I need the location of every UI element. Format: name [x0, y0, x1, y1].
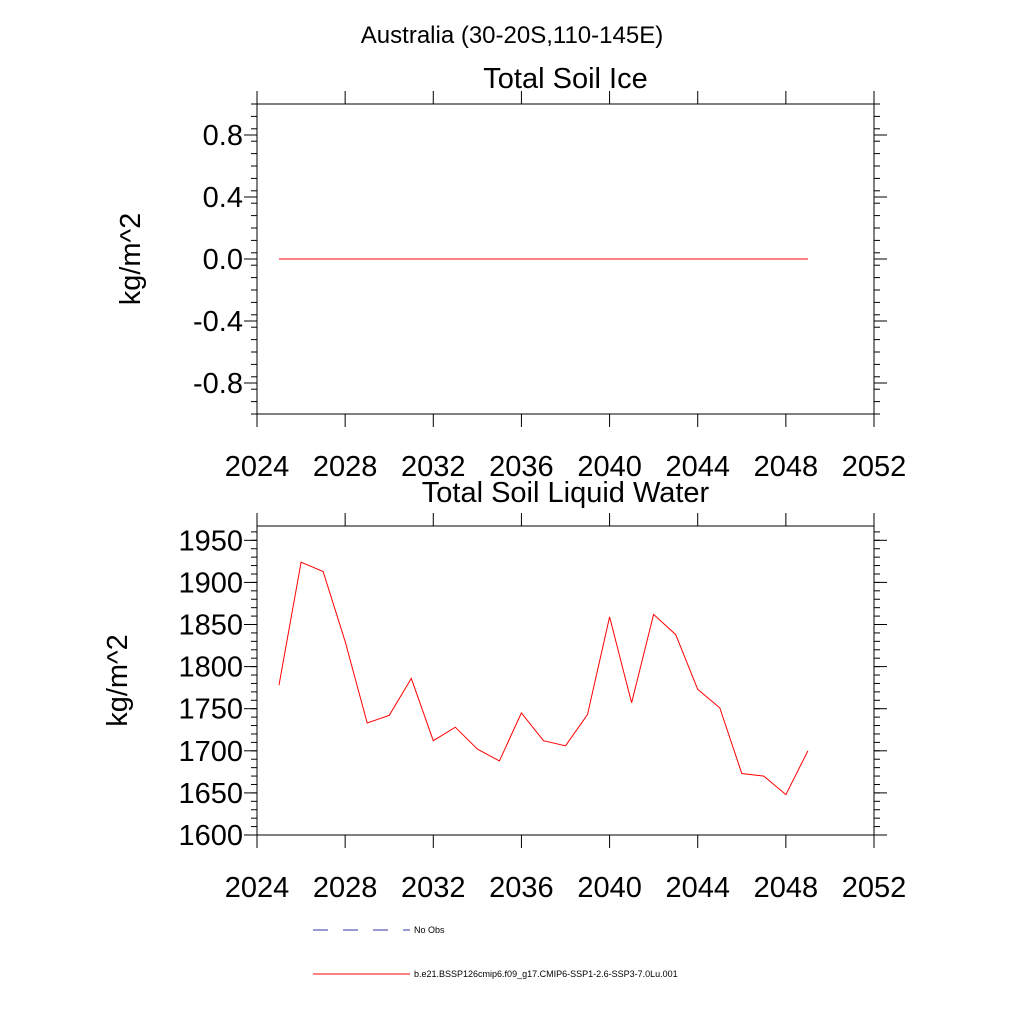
x-tick-label: 2028: [313, 451, 378, 483]
x-tick-label: 2048: [754, 872, 819, 904]
panel-total-soil-liquid-water: Total Soil Liquid Water kg/m^2 2024 2028 203…: [102, 477, 906, 904]
y-tick-label: 1800: [178, 652, 243, 684]
y-axis-label: kg/m^2: [115, 213, 147, 306]
x-tick-label: 2044: [665, 872, 730, 904]
legend-label-no-obs: No Obs: [414, 925, 445, 935]
y-tick-label: 0.4: [203, 182, 243, 214]
x-tick-label: 2044: [665, 451, 730, 483]
x-tick-label: 2040: [577, 451, 642, 483]
x-tick-label: 2048: [754, 451, 819, 483]
y-tick-label: 0.8: [203, 120, 243, 152]
panel-title: Total Soil Liquid Water: [422, 477, 710, 509]
x-tick-label: 2036: [489, 451, 554, 483]
legend: No Obs b.e21.BSSP126cmip6.f09_g17.CMIP6-…: [313, 925, 678, 979]
y-tick-label: 1750: [178, 694, 243, 726]
plot-frame: [256, 525, 875, 836]
y-tick-label: 1600: [178, 820, 243, 852]
x-tick-label: 2052: [842, 872, 907, 904]
y-tick-label: -0.8: [193, 368, 243, 400]
panel-title: Total Soil Ice: [483, 63, 647, 95]
y-tick-label: 1650: [178, 778, 243, 810]
y-tick-label: 1700: [178, 736, 243, 768]
x-tick-label: 2040: [577, 872, 642, 904]
x-tick-label: 2036: [489, 872, 554, 904]
y-tick-label: -0.4: [193, 306, 243, 338]
panel-total-soil-ice: Total Soil Ice kg/m^2 2024 2028 2032 2036 2040…: [115, 63, 906, 483]
y-axis-label: kg/m^2: [102, 634, 134, 727]
y-tick-label: 1850: [178, 610, 243, 642]
legend-label-model: b.e21.BSSP126cmip6.f09_g17.CMIP6-SSP1-2.…: [414, 969, 678, 979]
y-tick-label: 0.0: [203, 244, 243, 276]
x-tick-label: 2052: [842, 451, 907, 483]
figure-title: Australia (30-20S,110-145E): [361, 22, 663, 49]
y-tick-label: 1900: [178, 567, 243, 599]
y-tick-label: 1950: [178, 525, 243, 557]
x-tick-label: 2028: [313, 872, 378, 904]
x-tick-label: 2024: [225, 451, 290, 483]
x-tick-label: 2032: [401, 451, 466, 483]
x-tick-label: 2024: [225, 872, 290, 904]
series-line: [278, 561, 809, 796]
x-tick-label: 2032: [401, 872, 466, 904]
